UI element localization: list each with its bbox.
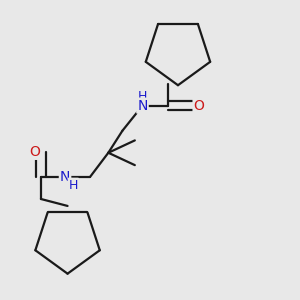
Text: O: O <box>194 99 205 112</box>
Text: O: O <box>29 145 40 159</box>
Text: H: H <box>138 90 147 103</box>
Text: N: N <box>60 170 70 184</box>
Text: N: N <box>137 99 148 112</box>
Text: H: H <box>69 178 78 192</box>
